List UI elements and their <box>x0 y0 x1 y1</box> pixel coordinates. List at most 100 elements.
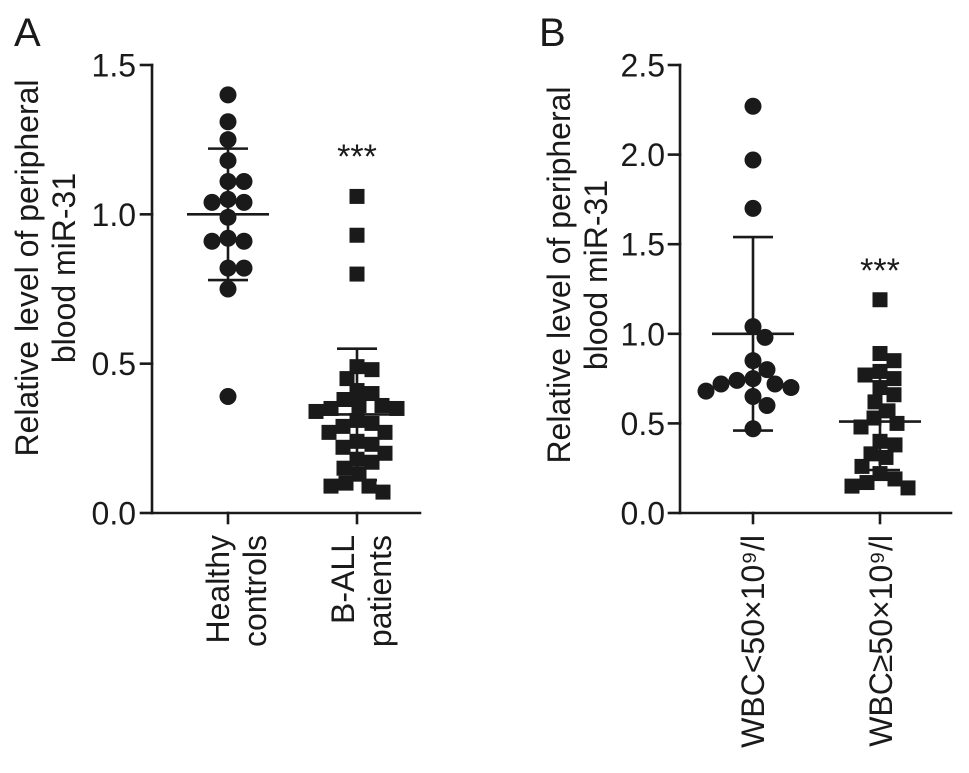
wbc-at-least-50-point <box>872 292 888 308</box>
wbc-at-least-50-point <box>854 458 870 474</box>
panel-label-b: B <box>539 11 566 55</box>
category-label-b-all-patients-line-2: patients <box>362 535 398 647</box>
wbc-below-50-error-bar <box>712 235 794 432</box>
b-all-patients-point <box>377 445 393 461</box>
b-all-patients-point <box>389 400 405 416</box>
y-tick-label: 2.5 <box>621 48 665 84</box>
b-all-patients-point <box>364 436 380 452</box>
healthy-controls-point <box>203 232 221 250</box>
b-all-patients-point <box>375 484 391 500</box>
b-all-patients-point <box>349 188 365 204</box>
wbc-below-50-point <box>744 199 762 217</box>
wbc-below-50-point <box>756 328 774 346</box>
y-tick-label: 0.5 <box>621 406 665 442</box>
healthy-controls-point <box>235 172 253 190</box>
wbc-below-50-points <box>697 97 800 438</box>
panel-a: A Relative level of peripheral blood miR… <box>9 11 422 647</box>
b-all-patients-point <box>377 424 393 440</box>
category-label-wbc-below-50: WBC<50×10⁹/l <box>735 535 771 748</box>
b-all-patients-point <box>349 266 365 282</box>
wbc-below-50-point <box>782 379 800 397</box>
y-tick-label: 2.0 <box>621 137 665 173</box>
b-all-patients-error-bar <box>316 347 398 482</box>
wbc-at-least-50-error-bar <box>839 371 921 472</box>
y-tick-label: 1.0 <box>92 197 136 233</box>
wbc-at-least-50-point <box>853 419 869 435</box>
b-all-patients-point <box>321 424 337 440</box>
b-all-patients-point <box>364 386 380 402</box>
b-all-patients-point <box>335 439 351 455</box>
wbc-at-least-50-point <box>886 353 902 369</box>
wbc-at-least-50-point <box>887 437 903 453</box>
b-all-patients-point <box>338 475 354 491</box>
category-label-wbc-at-least-50: WBC≥50×10⁹/l <box>863 535 899 747</box>
b-all-patients-point <box>336 392 352 408</box>
b-all-patients-point <box>323 478 339 494</box>
panel-b-plot-area: 0.0 0.5 1.0 1.5 2.0 2.5 <box>621 48 953 532</box>
wbc-at-least-50-point <box>872 346 888 362</box>
wbc-below-50-point <box>728 371 746 389</box>
wbc-at-least-50-point <box>859 475 875 491</box>
y-tick-label: 1.0 <box>621 316 665 352</box>
healthy-controls-point <box>203 193 221 211</box>
healthy-controls-points <box>203 86 253 406</box>
y-axis-title-line-2: blood miR-31 <box>46 173 82 363</box>
healthy-controls-point <box>219 388 237 406</box>
wbc-below-50-point <box>766 375 784 393</box>
healthy-controls-point <box>219 131 237 149</box>
panel-label-a: A <box>14 11 41 55</box>
wbc-below-50-point <box>744 97 762 115</box>
wbc-at-least-50-point <box>900 480 916 496</box>
wbc-at-least-50-points <box>844 292 916 496</box>
significance-marker-wbc-at-least-50: *** <box>860 252 900 290</box>
y-axis-title-line-1: Relative level of peripheral <box>9 79 45 456</box>
category-label-b-all-patients-line-1: B-ALL <box>325 535 361 624</box>
wbc-below-50-point <box>758 361 776 379</box>
y-tick-label: 0.0 <box>92 496 136 532</box>
y-axis-title-line-1: Relative level of peripheral <box>541 86 577 463</box>
b-all-patients-point <box>349 227 365 243</box>
wbc-below-50-point <box>744 151 762 169</box>
panel-b: B Relative level of peripheral blood miR… <box>539 11 953 748</box>
y-tick-label: 0.5 <box>92 346 136 382</box>
b-all-patients-point <box>364 415 380 431</box>
healthy-controls-point <box>219 280 237 298</box>
wbc-at-least-50-point <box>878 449 894 465</box>
category-label-healthy-controls-line-2: controls <box>237 535 273 647</box>
panel-a-plot-area: 0.0 0.5 1.0 1.5 <box>92 48 422 532</box>
y-tick-label: 0.0 <box>621 496 665 532</box>
healthy-controls-point <box>219 86 237 104</box>
b-all-patients-point <box>351 397 367 413</box>
wbc-at-least-50-point <box>886 387 902 403</box>
healthy-controls-point <box>235 193 253 211</box>
wbc-at-least-50-point <box>872 363 888 379</box>
wbc-at-least-50-point <box>886 371 902 387</box>
b-all-patients-point <box>339 371 355 387</box>
b-all-patients-point <box>361 478 377 494</box>
healthy-controls-point <box>235 259 253 277</box>
wbc-at-least-50-point <box>887 471 903 487</box>
b-all-patients-point <box>351 466 367 482</box>
wbc-below-50-point <box>712 375 730 393</box>
b-all-patients-point <box>336 460 352 476</box>
wbc-at-least-50-point <box>844 478 860 494</box>
b-all-patients-point <box>323 400 339 416</box>
b-all-patients-point <box>308 403 324 419</box>
wbc-below-50-point <box>758 396 776 414</box>
wbc-at-least-50-point <box>889 415 905 431</box>
b-all-patients-point <box>374 397 390 413</box>
b-all-patients-point <box>364 362 380 378</box>
significance-marker-b-all-patients: *** <box>337 138 377 176</box>
healthy-controls-point <box>235 232 253 250</box>
y-axis-title-line-2: blood miR-31 <box>578 180 614 370</box>
wbc-below-50-point <box>697 382 715 400</box>
b-all-patients-point <box>335 418 351 434</box>
y-tick-label: 1.5 <box>92 48 136 84</box>
healthy-controls-error-bar <box>187 147 269 282</box>
b-all-patients-point <box>364 454 380 470</box>
category-label-healthy-controls-line-1: Healthy <box>200 535 236 644</box>
wbc-at-least-50-point <box>880 403 896 419</box>
wbc-at-least-50-point <box>857 367 873 383</box>
